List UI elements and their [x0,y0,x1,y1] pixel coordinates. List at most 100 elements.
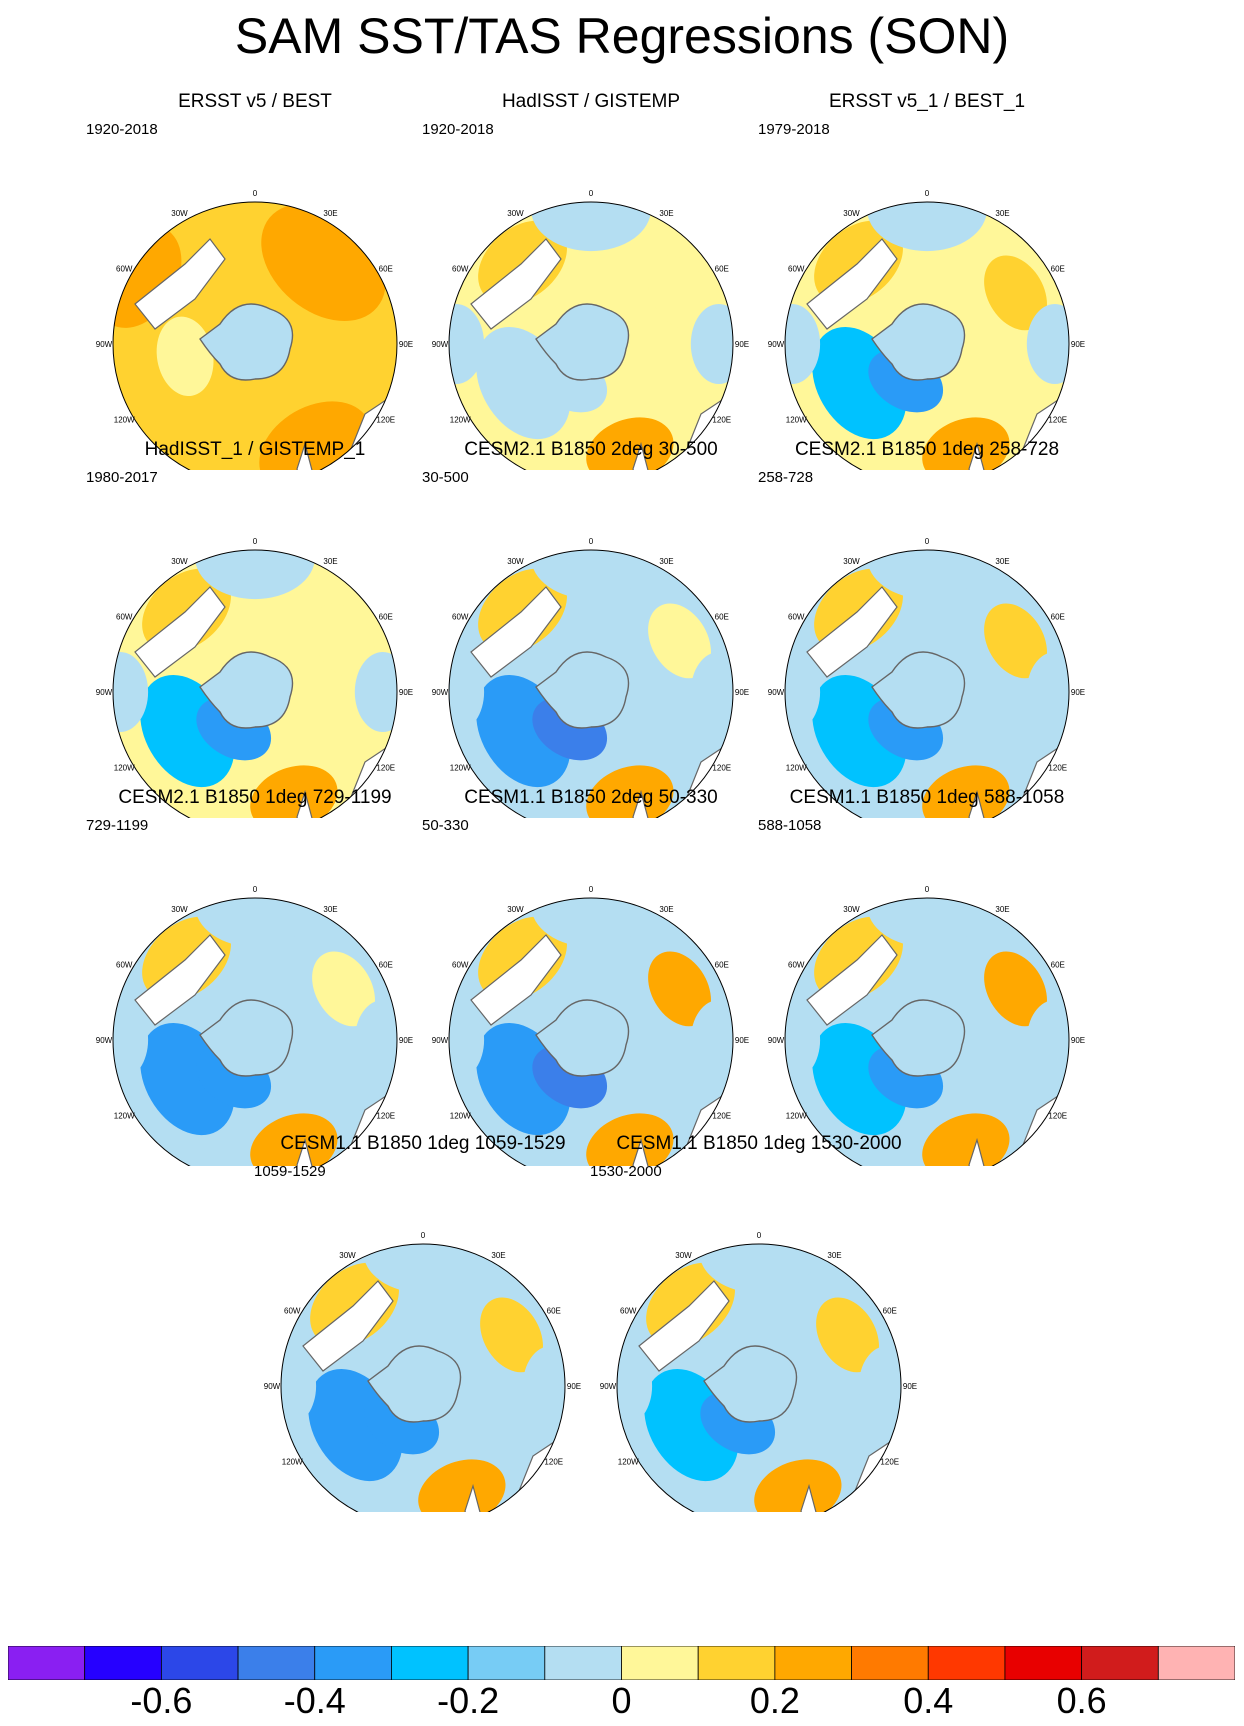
longitude-label: 120E [1048,764,1067,773]
longitude-label: 120E [712,764,731,773]
longitude-label: 60E [547,1307,561,1316]
longitude-label: 0 [757,1231,762,1240]
longitude-label: 30W [171,905,188,914]
anomaly-region [867,202,987,252]
longitude-label: 30E [659,209,673,218]
longitude-label: 90E [567,1382,581,1391]
longitude-label: 120E [712,416,731,425]
longitude-label: 60E [1051,613,1065,622]
longitude-label: 60E [715,961,729,970]
longitude-label: 120W [618,1458,639,1467]
longitude-label: 30W [843,905,860,914]
anomaly-region [922,417,1010,470]
map-border [448,897,734,1166]
longitude-label: 60W [620,1307,637,1316]
panel-title: ERSST v5 / BEST [178,91,332,112]
longitude-label: 90W [264,1382,281,1391]
longitude-label: 0 [925,885,930,894]
field-background [113,550,397,818]
antarctica-landmass [367,1345,462,1423]
colorbar-swatch [774,1645,852,1681]
anomaly-region [250,1113,338,1166]
landmass [632,789,650,818]
landmass [470,238,562,330]
map-panel: HadISST / GISTEMP 1920-2018 0 30E 60E 90E 120E… [406,90,776,470]
polar-map: 030E60E90E120E150E180150W120W90W60W30W [600,1231,917,1512]
field-background [617,1244,901,1512]
panel-period: 258-728 [758,469,814,486]
anomaly-region [449,1000,485,1080]
longitude-label: 30W [339,1251,356,1260]
longitude-label: 90W [96,1036,113,1045]
colorbar-tick-label: -0.2 [437,1680,500,1721]
longitude-label: 60E [715,613,729,622]
polar-map: 030E60E90E120E150E180150W120W90W60W30W [432,885,749,1166]
colorbar-tick-label: 0.4 [903,1680,954,1721]
longitude-label: 60W [452,613,469,622]
longitude-label: 120E [376,416,395,425]
longitude-label: 0 [925,189,930,198]
map-panel: CESM2.1 B1850 2deg 30-500 30-500 0 30E 60E 90… [406,438,776,818]
longitude-label: 30E [995,209,1009,218]
colorbar-swatch [621,1645,699,1681]
colorbar-labels: -0.6 -0.4 -0.2 0 0.2 0.4 0.6 [0,1680,1244,1726]
landmass [968,441,986,470]
anomaly-region [922,1113,1010,1166]
longitude-label: 90E [1071,1036,1085,1045]
anomaly-region [648,951,711,1027]
colorbar-swatch [927,1645,1006,1681]
anomaly-region [195,898,315,948]
map-border [784,201,1070,470]
anomaly-region [984,603,1047,679]
longitude-label: 0 [253,537,258,546]
longitude-label: 30W [675,1251,692,1260]
longitude-label: 60E [379,265,393,274]
map-panel: CESM1.1 B1850 1deg 588-1058 588-1058 0 30E 6… [742,786,1112,1166]
longitude-label: 30W [843,557,860,566]
antarctica-landmass [199,303,294,381]
longitude-label: 0 [925,537,930,546]
longitude-label: 60E [379,961,393,970]
anomaly-region [531,898,651,948]
landmass [968,1137,986,1166]
anomaly-region [156,316,214,397]
map-panel: CESM1.1 B1850 1deg 1059-1529 1059-1529 0 30… [238,1132,608,1512]
longitude-label: 0 [589,885,594,894]
anomaly-region [363,1244,483,1294]
longitude-label: 90E [1071,688,1085,697]
map-panel: CESM2.1 B1850 1deg 729-1199 729-1199 0 30E 6… [70,786,440,1166]
longitude-label: 0 [421,1231,426,1240]
longitude-label: 30E [995,557,1009,566]
colorbar-swatch [851,1645,929,1681]
panel-title: CESM2.1 B1850 2deg 30-500 [464,439,718,460]
map-border [280,1243,566,1512]
polar-map: 030E60E90E120E150E180150W120W90W60W30W [768,885,1085,1166]
colorbar-tick-label: 0.2 [749,1680,800,1721]
longitude-label: 120W [450,416,471,425]
colorbar-swatch [1004,1645,1083,1681]
map-panel: HadISST_1 / GISTEMP_1 1980-2017 0 30E 60E 90E… [70,438,440,818]
landmass [806,586,898,678]
longitude-label: 60W [116,265,133,274]
panel-title: HadISST / GISTEMP [501,91,681,112]
longitude-label: 90E [399,688,413,697]
anomaly-region [984,255,1047,331]
anomaly-region [922,765,1010,818]
antarctica-landmass [871,651,966,729]
anomaly-region [449,652,485,732]
longitude-label: 120E [880,1458,899,1467]
polar-map: 030E60E90E120E150E180150W120W90W60W30W [96,189,413,470]
longitude-label: 60W [452,961,469,970]
panel-period: 588-1058 [758,817,822,834]
longitude-label: 30W [843,209,860,218]
longitude-label: 0 [253,189,258,198]
antarctica-landmass [871,303,966,381]
anomaly-region [586,417,674,470]
anomaly-region [754,1459,842,1512]
polar-map: 030E60E90E120E150E180150W120W90W60W30W [768,537,1085,818]
panel-title: CESM1.1 B1850 2deg 50-330 [464,787,718,808]
anomaly-region [867,550,987,600]
colorbar-swatch [84,1645,162,1681]
field-background [449,202,733,470]
map-panel: CESM2.1 B1850 1deg 258-728 258-728 0 30E 60E… [742,438,1112,818]
